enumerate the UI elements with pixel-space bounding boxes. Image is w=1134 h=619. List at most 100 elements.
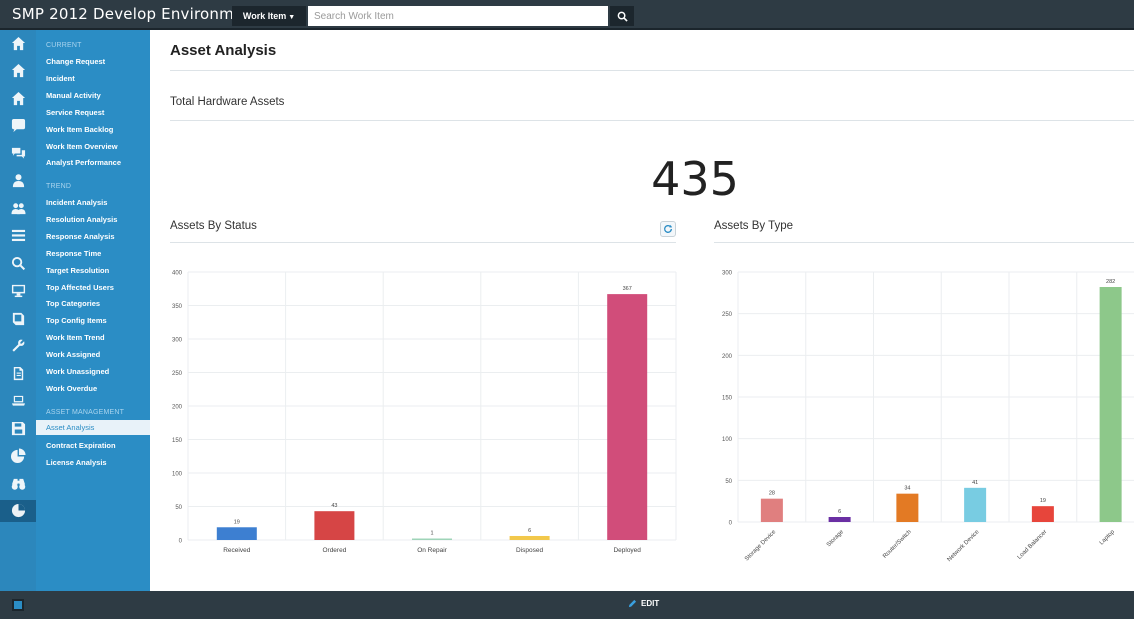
x-tick-label: Laptop [1099,529,1117,547]
search-button[interactable] [610,6,634,26]
rail-button-18[interactable] [0,499,36,522]
bar-laptop [1099,287,1122,522]
nav-item-work-item-overview[interactable]: Work Item Overview [46,141,118,151]
nav-item-work-item-backlog[interactable]: Work Item Backlog [46,124,114,134]
assets-by-type-chart: 0 50 100 150 200 250 300 28 Storage Device 6 Stora… [722,271,1134,563]
book-icon [12,312,24,325]
nav-section-label: TREND [46,183,72,190]
rail-button-2[interactable] [0,60,36,82]
rail-button-6[interactable] [0,170,36,192]
nav-item-response-time[interactable]: Response Time [46,248,102,258]
total-divider [170,120,1134,121]
nav-item-analyst-performance[interactable]: Analyst Performance [46,158,122,168]
nav-item-target-resolution[interactable]: Target Resolution [46,265,110,275]
nav-item-top-affected-users[interactable]: Top Affected Users [46,282,114,292]
y-tick-label: 200 [172,405,183,411]
rail-button-7[interactable] [0,197,36,219]
data-label: 28 [769,491,775,497]
data-label: 282 [1106,279,1115,285]
search-work-item-input[interactable] [308,6,608,26]
nav-item-work-assigned[interactable]: Work Assigned [46,350,101,360]
rail-button-14[interactable] [0,390,36,412]
nav-item-incident-analysis[interactable]: Incident Analysis [46,198,108,207]
search-icon [11,256,25,270]
y-tick-label: 350 [172,304,183,310]
y-tick-label: 50 [175,505,182,511]
rail-button-3[interactable] [0,87,36,109]
nav-item-top-config-items[interactable]: Top Config Items [46,316,107,326]
y-tick-label: 150 [722,396,733,402]
chat-bubbles-icon [11,147,25,159]
nav-item-service-request[interactable]: Service Request [46,107,105,117]
assets-by-type-title: Assets By Type [714,220,794,232]
nav-item-change-request[interactable]: Change Request [46,57,106,66]
nav-item-license-analysis[interactable]: License Analysis [46,457,107,467]
user-icon [12,174,24,188]
refresh-button[interactable] [660,221,676,237]
nav-item-work-unassigned[interactable]: Work Unassigned [46,367,110,376]
nav-item-response-analysis[interactable]: Response Analysis [46,231,115,241]
data-label: 19 [1040,498,1046,504]
pencil-icon [628,599,637,608]
x-tick-label: Disposed [516,547,543,554]
rail-button-13[interactable] [0,362,36,384]
title-divider [170,70,1134,71]
rail-button-10[interactable] [0,280,36,302]
rail-button-9[interactable] [0,252,36,274]
edit-button[interactable]: EDIT [628,599,659,608]
x-tick-label: Storage [826,529,846,549]
nav-item-manual-activity[interactable]: Manual Activity [46,90,101,100]
nav-item-resolution-analysis[interactable]: Resolution Analysis [46,214,118,224]
work-item-dropdown-button[interactable]: Work Item ▼ [232,6,306,26]
y-tick-label: 100 [172,472,183,478]
bar-deployed [607,294,648,540]
y-tick-label: 250 [722,312,733,318]
rail-button-16[interactable] [0,445,36,467]
home-icon [11,36,25,50]
caret-down-icon: ▼ [288,14,296,21]
bar-disposed [509,535,550,540]
search-icon [617,11,628,22]
data-label: 6 [838,509,841,515]
rail-button-17[interactable] [0,472,36,494]
work-item-button-label: Work Item [242,11,287,21]
page-title: Asset Analysis [170,42,277,59]
y-tick-label: 300 [172,338,183,344]
y-tick-label: 400 [172,271,183,277]
x-tick-label: Deployed [613,547,641,554]
status-divider [170,242,676,243]
rail-button-12[interactable] [0,335,36,357]
rail-button-15[interactable] [0,417,36,439]
nav-item-work-item-trend[interactable]: Work Item Trend [46,333,105,343]
square-icon[interactable] [12,599,24,611]
nav-item-top-categories[interactable]: Top Categories [46,299,101,309]
y-tick-label: 0 [729,521,733,527]
bar-storage-device [760,498,783,522]
monitor-icon [11,284,25,298]
nav-item-work-overdue[interactable]: Work Overdue [46,383,98,393]
nav-section-label: CURRENT [46,42,82,49]
y-tick-label: 300 [722,271,733,277]
assets-by-status-title: Assets By Status [170,220,257,232]
rail-button-8[interactable] [0,225,36,247]
x-tick-label: Router/Switch [882,529,913,560]
total-hardware-assets-value: 435 [651,152,739,206]
data-label: 43 [331,503,337,509]
list-icon [11,229,25,242]
chat-bubble-icon [11,118,25,133]
rail-button-1[interactable] [0,32,36,54]
rail-button-5[interactable] [0,142,36,164]
edit-label: EDIT [641,599,660,608]
y-tick-label: 50 [725,479,732,485]
bar-storage [828,517,851,522]
nav-section-label: ASSET MANAGEMENT [46,409,125,416]
rail-button-4[interactable] [0,115,36,137]
home-icon [11,63,25,78]
nav-item-contract-expiration[interactable]: Contract Expiration [46,440,116,450]
rail-button-11[interactable] [0,307,36,329]
nav-item-incident[interactable]: Incident [46,73,75,83]
data-label: 34 [904,486,910,492]
nav-item-asset-analysis[interactable]: Asset Analysis [36,420,150,435]
bottom-bar: EDIT [0,591,1134,619]
